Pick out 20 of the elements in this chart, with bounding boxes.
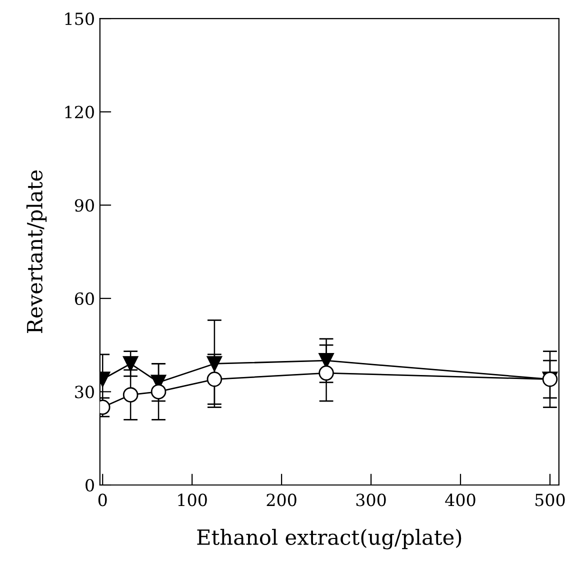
y-tick-label: 0	[86, 478, 94, 492]
x-tick-label: 0	[98, 494, 107, 506]
x-tick-label: 100	[178, 494, 207, 506]
y-tick-label: 90	[74, 199, 94, 212]
point	[122, 356, 138, 372]
point	[150, 384, 166, 400]
x-tick-label: 300	[356, 494, 386, 506]
y-tick-label: 150	[65, 12, 94, 26]
point	[122, 387, 138, 402]
y-tick-label: 30	[75, 386, 94, 398]
point	[206, 372, 222, 387]
x-axis-title: Ethanol extract(ug/plate)	[197, 528, 462, 550]
y-tick-label: 120	[65, 106, 94, 118]
y-tick-label: 60	[74, 292, 94, 305]
point	[206, 356, 222, 372]
x-tick-label: 200	[266, 494, 296, 506]
x-tick-label: 500	[535, 494, 565, 506]
x-tick-label: 400	[445, 494, 476, 506]
y-axis-title: Revertant/plate	[26, 170, 47, 334]
point	[318, 365, 334, 381]
